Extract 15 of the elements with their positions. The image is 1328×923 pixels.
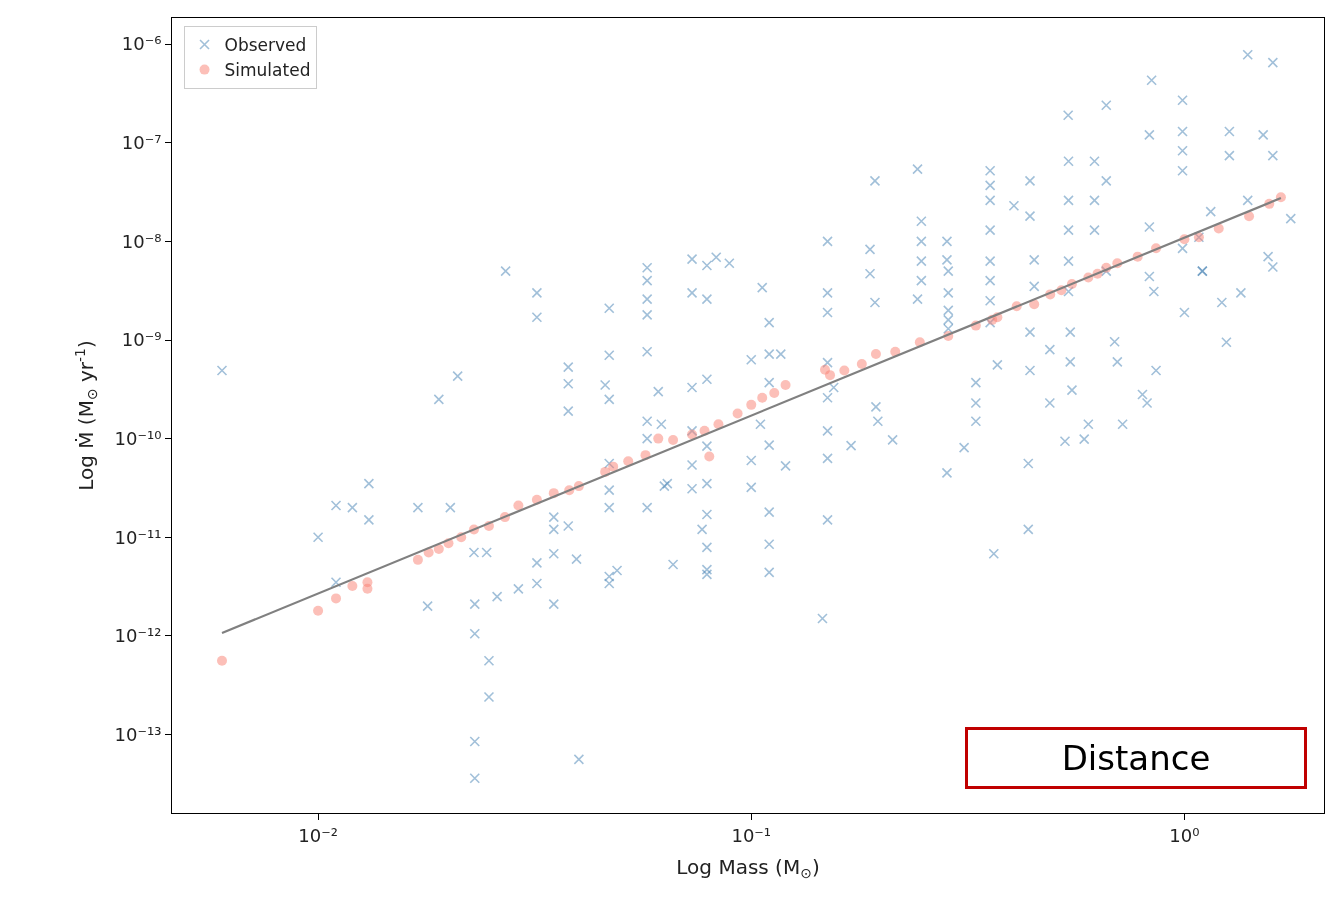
y-tick-label: 10⁻¹¹	[114, 526, 162, 548]
x-tick-label: 10⁻²	[298, 824, 338, 846]
y-tick-label: 10⁻⁷	[121, 132, 162, 154]
y-tick-label: 10⁻⁹	[121, 329, 162, 351]
y-tick-label: 10⁻¹³	[114, 723, 162, 745]
y-tick-label: 10⁻¹²	[114, 625, 162, 647]
annotation: Distance	[1061, 738, 1211, 778]
y-tick-label: 10⁻⁸	[121, 230, 162, 252]
y-tick-label: 10⁻⁶	[121, 33, 162, 55]
legend-label: Observed	[224, 35, 307, 56]
y-tick-label: 10⁻¹⁰	[114, 427, 162, 449]
x-axis-title: Log Mass (M$_{⊙}$)	[676, 855, 820, 882]
x-tick-label: 10⁰	[1169, 824, 1200, 846]
x-tick-label: 10⁻¹	[731, 824, 772, 846]
legend-label: Simulated	[224, 60, 311, 81]
